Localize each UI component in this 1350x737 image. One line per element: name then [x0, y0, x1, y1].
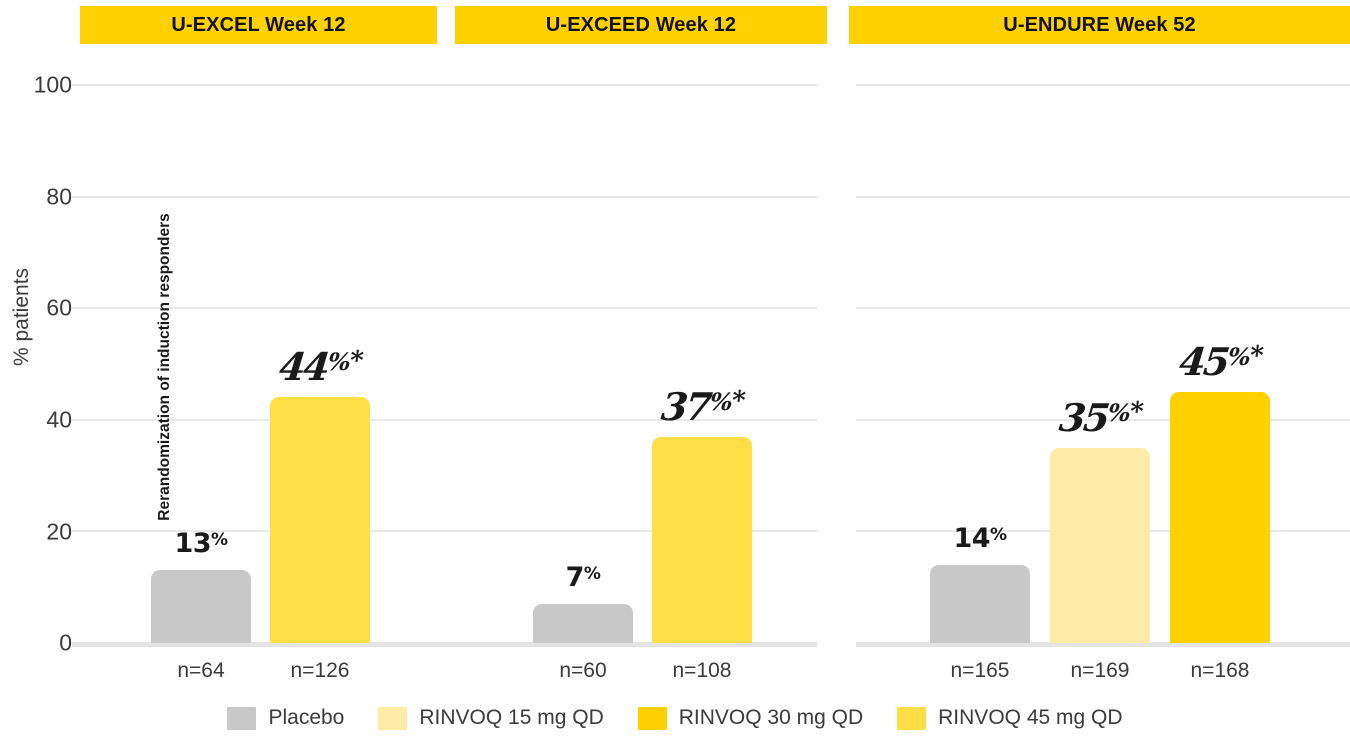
y-axis: 100 80 60 40 20 0 % patients: [0, 0, 72, 737]
legend-item-3: RINVOQ 30 mg QD: [637, 706, 864, 730]
gridline-0-seg1: [856, 642, 1350, 647]
gridline-20-seg0: [72, 530, 817, 533]
bar-value-label-p3-1: 14%: [953, 522, 1007, 554]
legend-swatch-icon-2: [378, 706, 408, 730]
bar-value-label-p1-2: 44%*: [277, 344, 363, 389]
legend-label-4: RINVOQ 45 mg QD: [938, 706, 1123, 729]
significance-asterisk: *: [1128, 396, 1143, 427]
value-number: 7: [565, 561, 585, 593]
panel-banner-u-endure-label: U-ENDURE Week 52: [1003, 13, 1196, 36]
y-tick-60: 60: [46, 294, 72, 321]
panel-banner-u-exceed-label: U-EXCEED Week 12: [545, 13, 737, 36]
bar-value-label-p3-2: 35%*: [1057, 395, 1143, 440]
gridline-80-seg0: [72, 195, 817, 198]
gridline-100-seg1: [856, 84, 1350, 86]
chart-legend: Placebo RINVOQ 15 mg QD RINVOQ 30 mg QD RIN…: [0, 706, 1350, 730]
panel-banner-u-endure: U-ENDURE Week 52: [849, 6, 1350, 44]
legend-swatch-icon-1: [227, 706, 257, 730]
percent-sign: %: [211, 530, 228, 551]
legend-label-3: RINVOQ 30 mg QD: [678, 706, 864, 729]
bar-p3-d30: [1170, 391, 1270, 643]
bar-p3-placebo: [930, 564, 1030, 643]
bar-value-label-p2-2: 37%*: [659, 384, 745, 429]
percent-sign: %: [583, 563, 601, 584]
y-tick-100: 100: [33, 71, 72, 98]
bar-p3-d15: [1050, 447, 1150, 643]
significance-asterisk: *: [1248, 340, 1263, 371]
bar-p1-d45: [270, 397, 370, 643]
y-tick-40: 40: [46, 406, 72, 433]
value-number: 44: [277, 344, 330, 390]
bar-value-label-p3-3: 45%*: [1177, 339, 1263, 384]
legend-item-2: RINVOQ 15 mg QD: [378, 706, 604, 730]
gridline-60-seg1: [856, 307, 1350, 310]
n-label-p3-2: n=169: [1070, 659, 1130, 682]
significance-asterisk: *: [348, 346, 363, 377]
legend-swatch-icon-3: [637, 706, 667, 730]
percent-sign: %: [990, 524, 1007, 545]
gridline-100-seg0: [72, 84, 817, 86]
bar-p2-d45: [652, 436, 752, 643]
gridline-60-seg0: [72, 307, 817, 310]
bar-value-label-p1-1: 13%: [174, 528, 228, 560]
panel-banner-u-excel-label: U-EXCEL Week 12: [171, 13, 346, 36]
value-number: 45: [1177, 338, 1230, 384]
bar-value-label-p2-1: 7%: [566, 562, 601, 593]
panel-banner-u-exceed: U-EXCEED Week 12: [455, 6, 827, 44]
n-label-p3-3: n=168: [1190, 659, 1250, 682]
gridline-40-seg1: [856, 418, 1350, 421]
y-tick-80: 80: [46, 183, 72, 210]
value-number: 35: [1057, 394, 1110, 440]
percent-sign: %: [1106, 397, 1132, 427]
panel-banner-u-excel: U-EXCEL Week 12: [80, 6, 437, 44]
value-number: 37: [659, 383, 712, 429]
legend-item-1: Placebo: [227, 706, 344, 730]
legend-label-1: Placebo: [268, 706, 345, 729]
value-number: 14: [953, 522, 991, 554]
n-label-p1-2: n=126: [290, 659, 350, 682]
n-label-p2-1: n=60: [559, 659, 607, 682]
percent-sign: %: [708, 386, 734, 416]
bar-p1-placebo: [151, 570, 251, 643]
n-label-p1-1: n=64: [177, 659, 225, 682]
legend-label-2: RINVOQ 15 mg QD: [419, 706, 604, 729]
legend-item-4: RINVOQ 45 mg QD: [897, 706, 1123, 730]
n-label-p3-1: n=165: [950, 659, 1010, 682]
value-number: 13: [174, 528, 212, 560]
rerandomization-note: Rerandomization of induction responders: [156, 213, 173, 521]
gridline-40-seg0: [72, 418, 817, 421]
percent-sign: %: [1226, 341, 1252, 371]
y-tick-0: 0: [59, 629, 72, 656]
gridline-80-seg1: [856, 195, 1350, 198]
legend-swatch-icon-4: [897, 706, 927, 730]
significance-asterisk: *: [730, 385, 745, 416]
y-tick-20: 20: [46, 518, 72, 545]
n-label-p2-2: n=108: [672, 659, 732, 682]
bar-p2-placebo: [533, 603, 633, 643]
gridline-0-seg0: [72, 642, 817, 647]
